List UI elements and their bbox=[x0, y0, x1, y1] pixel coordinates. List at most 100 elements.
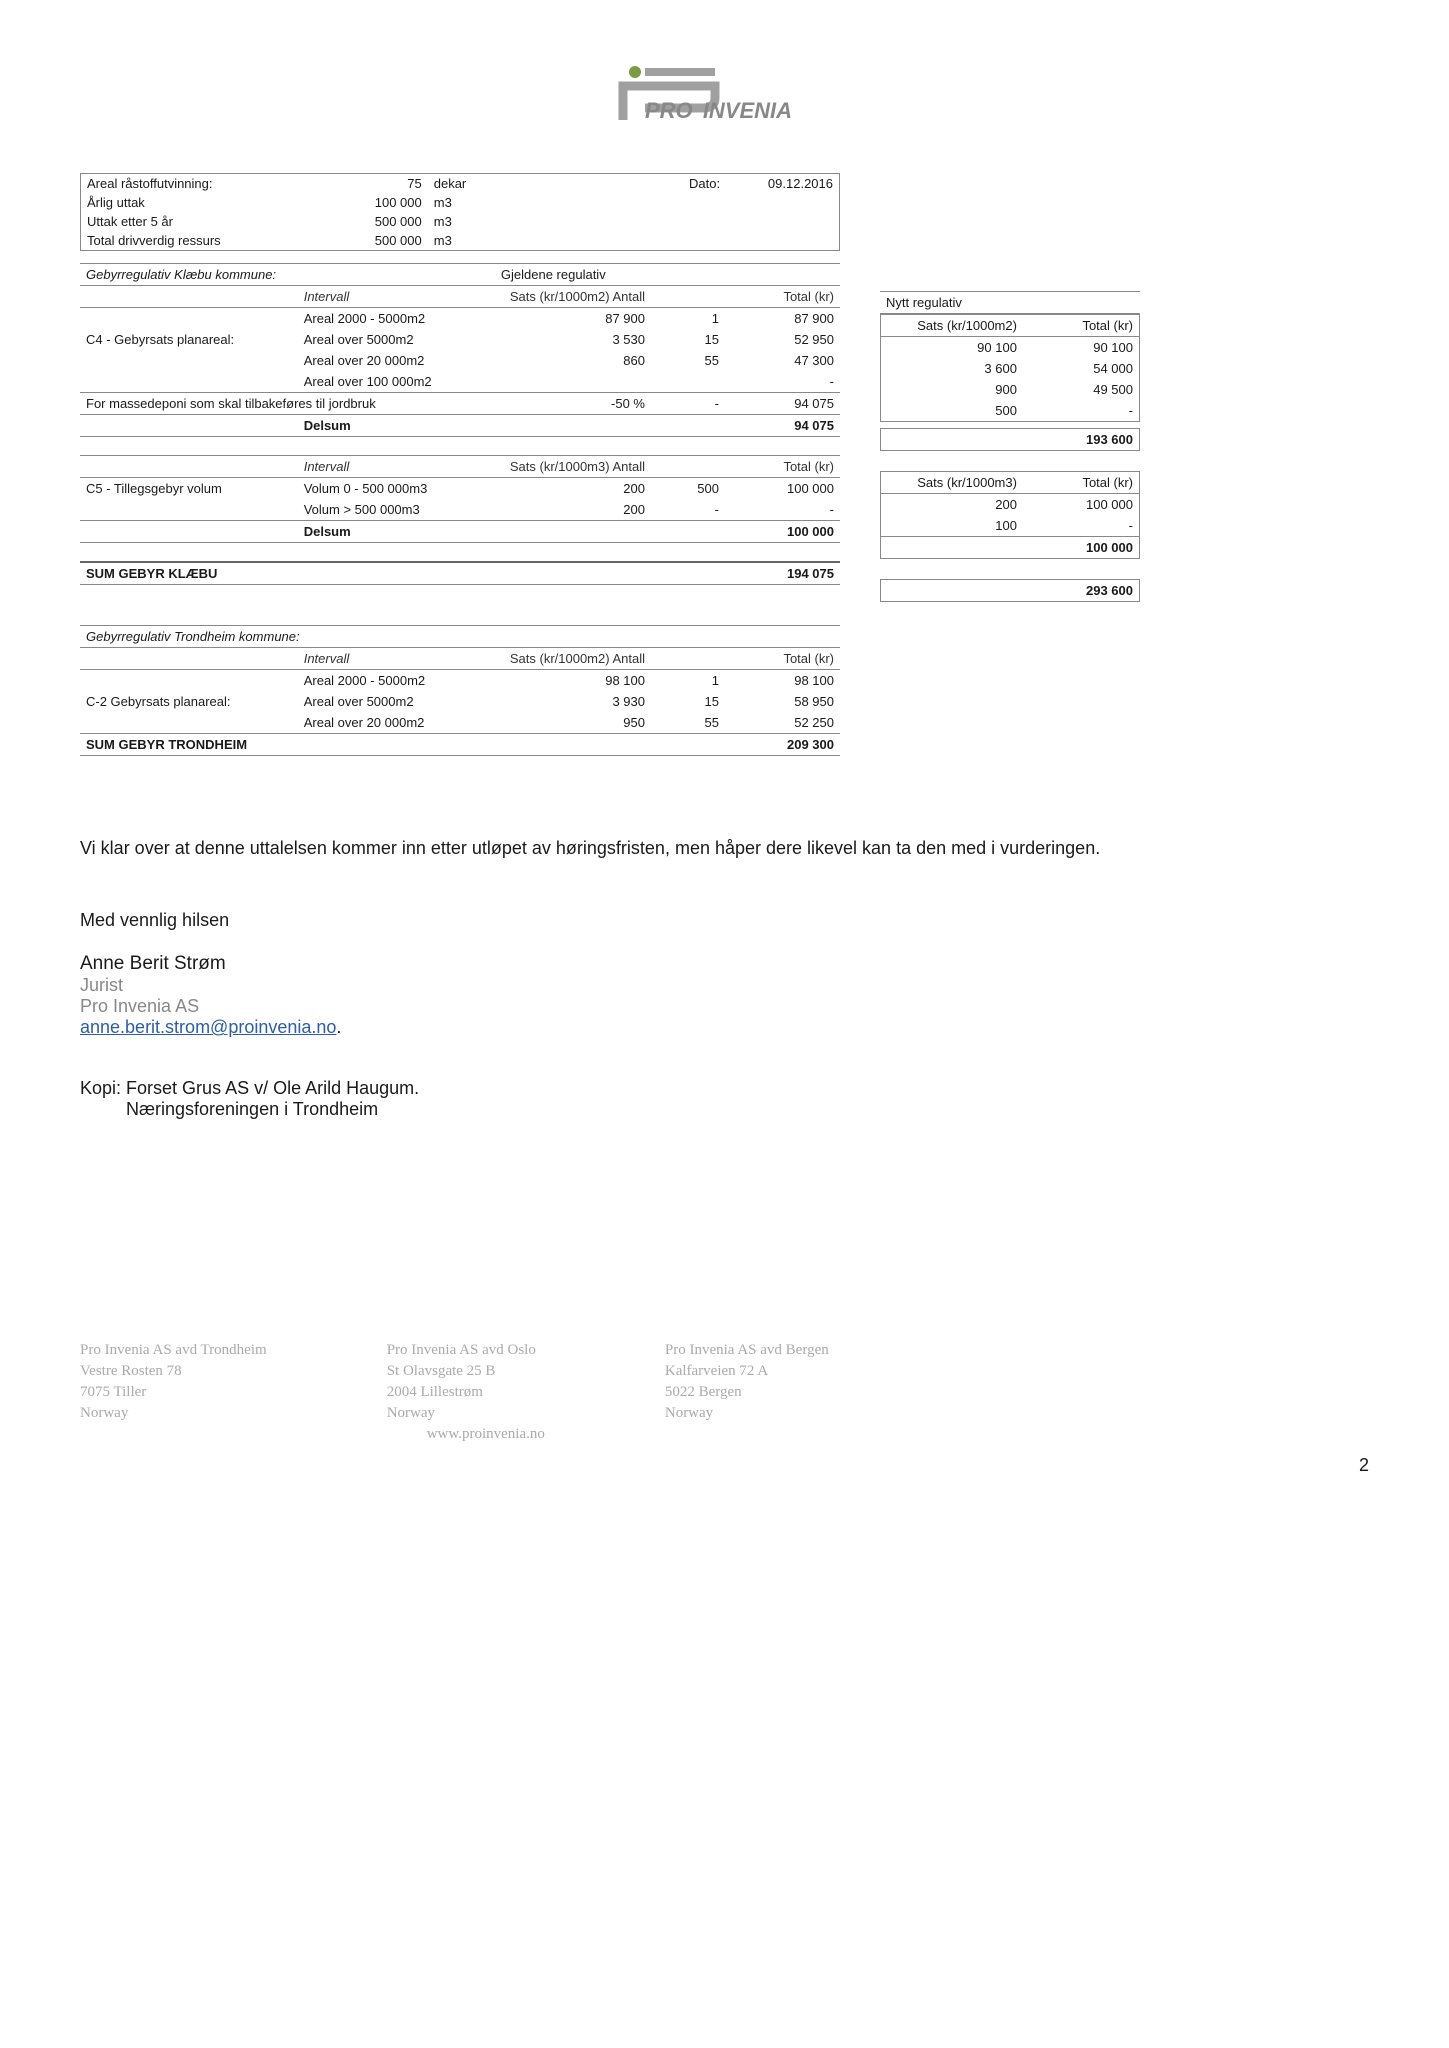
current-regulativ-label: Gjeldene regulativ bbox=[495, 264, 840, 286]
sum-label: SUM GEBYR KLÆBU bbox=[80, 562, 298, 585]
footer-line: Norway bbox=[387, 1403, 545, 1424]
delsum-label: Delsum bbox=[298, 521, 495, 543]
sats-cell bbox=[495, 371, 651, 393]
col-sats: Sats (kr/1000m3) Antall bbox=[495, 456, 651, 478]
interval-cell: Areal over 100 000m2 bbox=[298, 371, 495, 393]
interval-cell: Volum > 500 000m3 bbox=[298, 499, 495, 521]
footer-line: Norway bbox=[80, 1403, 267, 1424]
sats-cell: 98 100 bbox=[495, 670, 651, 692]
antall-cell: 55 bbox=[651, 712, 725, 734]
deponi-sats: -50 % bbox=[495, 393, 651, 415]
antall-cell: - bbox=[651, 499, 725, 521]
interval-cell: Areal over 5000m2 bbox=[298, 329, 495, 350]
sats-cell: 100 bbox=[881, 515, 1023, 537]
footer-line: 5022 Bergen bbox=[665, 1382, 829, 1403]
col-intervall: Intervall bbox=[298, 648, 495, 670]
deponi-total: 94 075 bbox=[725, 393, 840, 415]
col-intervall: Intervall bbox=[298, 286, 495, 308]
footer: Pro Invenia AS avd Trondheim Vestre Rost… bbox=[80, 1340, 1369, 1445]
date-value: 09.12.2016 bbox=[726, 174, 839, 194]
total-cell: 49 500 bbox=[1023, 379, 1140, 400]
total-cell: 54 000 bbox=[1023, 358, 1140, 379]
interval-cell: Areal 2000 - 5000m2 bbox=[298, 670, 495, 692]
total-cell: - bbox=[1023, 515, 1140, 537]
sats-cell: 3 600 bbox=[881, 358, 1023, 379]
footer-www: www.proinvenia.no bbox=[427, 1424, 545, 1445]
kopi-block: Kopi: Forset Grus AS v/ Ole Arild Haugum… bbox=[80, 1078, 1369, 1120]
sats-cell: 860 bbox=[495, 350, 651, 371]
klaebu-title: Gebyrregulativ Klæbu kommune: bbox=[80, 264, 495, 286]
klaebu-c5-table: Intervall Sats (kr/1000m3) Antall Total … bbox=[80, 455, 840, 543]
info-table: Areal råstoffutvinning: 75 dekar Dato: 0… bbox=[80, 173, 840, 251]
info-label: Uttak etter 5 år bbox=[81, 212, 315, 231]
c2-label: C-2 Gebyrsats planareal: bbox=[80, 691, 298, 712]
info-unit: m3 bbox=[428, 231, 501, 251]
info-unit: dekar bbox=[428, 174, 501, 194]
antall-cell: 500 bbox=[651, 478, 725, 500]
col-total: Total (kr) bbox=[725, 648, 840, 670]
col-sats: Sats (kr/1000m2) Antall bbox=[495, 648, 651, 670]
col-total: Total (kr) bbox=[1023, 315, 1140, 337]
body-text: Vi klar over at denne uttalelsen kommer … bbox=[80, 836, 1180, 860]
total-cell: 58 950 bbox=[725, 691, 840, 712]
total-cell: 100 000 bbox=[725, 478, 840, 500]
nytt-sum-table: 293 600 bbox=[880, 579, 1140, 602]
footer-line: Norway bbox=[665, 1403, 829, 1424]
total-cell: 87 900 bbox=[725, 308, 840, 330]
col-intervall: Intervall bbox=[298, 456, 495, 478]
info-label: Total drivverdig ressurs bbox=[81, 231, 315, 251]
nytt-c4-table: Sats (kr/1000m2) Total (kr) 90 10090 100… bbox=[880, 314, 1140, 422]
footer-line: Pro Invenia AS avd Bergen bbox=[665, 1340, 829, 1361]
sats-cell: 900 bbox=[881, 379, 1023, 400]
sats-cell: 90 100 bbox=[881, 337, 1023, 359]
interval-cell: Volum 0 - 500 000m3 bbox=[298, 478, 495, 500]
nytt-c4-delsum: 193 600 bbox=[880, 428, 1140, 451]
interval-cell: Areal over 20 000m2 bbox=[298, 712, 495, 734]
info-value: 75 bbox=[315, 174, 428, 194]
antall-cell: 15 bbox=[651, 329, 725, 350]
sum-total: 194 075 bbox=[725, 562, 840, 585]
col-total: Total (kr) bbox=[1023, 472, 1140, 494]
total-cell: - bbox=[725, 371, 840, 393]
date-label: Dato: bbox=[654, 174, 727, 194]
footer-line: Pro Invenia AS avd Trondheim bbox=[80, 1340, 267, 1361]
footer-line: 7075 Tiller bbox=[80, 1382, 267, 1403]
closing: Med vennlig hilsen bbox=[80, 910, 1369, 931]
sum-label: SUM GEBYR TRONDHEIM bbox=[80, 734, 298, 756]
sats-cell: 200 bbox=[495, 478, 651, 500]
sig-name: Anne Berit Strøm bbox=[80, 953, 1369, 975]
interval-cell: Areal over 5000m2 bbox=[298, 691, 495, 712]
klaebu-sum-table: SUM GEBYR KLÆBU 194 075 bbox=[80, 561, 840, 585]
footer-line: Pro Invenia AS avd Oslo bbox=[387, 1340, 545, 1361]
sats-cell: 950 bbox=[495, 712, 651, 734]
col-total: Total (kr) bbox=[725, 286, 840, 308]
footer-col-3: Pro Invenia AS avd Bergen Kalfarveien 72… bbox=[665, 1340, 829, 1445]
sats-cell: 3 530 bbox=[495, 329, 651, 350]
info-label: Årlig uttak bbox=[81, 193, 315, 212]
klaebu-table: Gebyrregulativ Klæbu kommune: Gjeldene r… bbox=[80, 263, 840, 437]
nytt-title: Nytt regulativ bbox=[880, 291, 1140, 314]
kopi-line2: Næringsforeningen i Trondheim bbox=[126, 1099, 378, 1119]
total-cell: 98 100 bbox=[725, 670, 840, 692]
col-sats: Sats (kr/1000m3) bbox=[881, 472, 1023, 494]
antall-cell: 15 bbox=[651, 691, 725, 712]
logo: PRO INVENIA bbox=[80, 60, 1369, 133]
info-unit: m3 bbox=[428, 212, 501, 231]
total-cell: 52 250 bbox=[725, 712, 840, 734]
deponi-label: For massedeponi som skal tilbakeføres ti… bbox=[80, 393, 495, 415]
svg-text:PRO INVENIA: PRO INVENIA bbox=[645, 98, 792, 123]
sig-title: Jurist bbox=[80, 975, 1369, 996]
delsum-total: 193 600 bbox=[1023, 429, 1140, 451]
antall-cell: 1 bbox=[651, 670, 725, 692]
antall-cell: 55 bbox=[651, 350, 725, 371]
total-cell: 90 100 bbox=[1023, 337, 1140, 359]
sig-email-link[interactable]: anne.berit.strom@proinvenia.no bbox=[80, 1017, 336, 1037]
delsum-label: Delsum bbox=[298, 415, 495, 437]
total-cell: 100 000 bbox=[1023, 494, 1140, 516]
footer-col-1: Pro Invenia AS avd Trondheim Vestre Rost… bbox=[80, 1340, 267, 1445]
sum-total: 293 600 bbox=[1023, 580, 1140, 602]
antall-cell: 1 bbox=[651, 308, 725, 330]
kopi-label: Kopi: bbox=[80, 1078, 121, 1098]
interval-cell: Areal 2000 - 5000m2 bbox=[298, 308, 495, 330]
sats-cell: 3 930 bbox=[495, 691, 651, 712]
